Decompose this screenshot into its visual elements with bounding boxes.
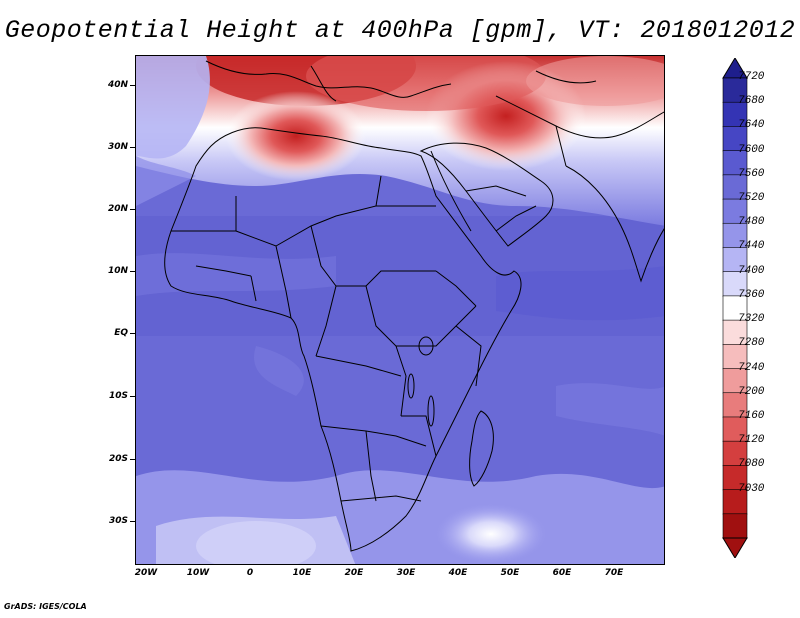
tick-40n [130, 85, 135, 86]
lon-label-10e: 10E [292, 568, 312, 578]
colorbar-swatch [722, 319, 748, 346]
colorbar-swatch [722, 513, 748, 539]
colorbar-label: 7640 [738, 119, 765, 132]
lat-label-20s: 20S [108, 454, 128, 464]
tick-20s [130, 459, 135, 460]
map-panel [135, 55, 665, 565]
tick-30n [130, 147, 135, 148]
tick-30s [130, 521, 135, 522]
colorbar-swatch [722, 174, 748, 200]
colorbar-label: 7320 [738, 313, 765, 326]
colorbar-swatch [722, 465, 748, 491]
lon-label-10w: 10W [186, 568, 210, 578]
tick-10n [130, 271, 135, 272]
colorbar-swatch [722, 271, 748, 297]
colorbar-swatch [722, 440, 748, 467]
lon-label-50e: 50E [500, 568, 520, 578]
colorbar-swatch [722, 392, 748, 418]
colorbar-label: 7680 [738, 95, 765, 108]
colorbar-label: 7720 [738, 71, 765, 83]
tick-eq [130, 333, 135, 334]
lat-label-10s: 10S [108, 391, 128, 401]
colorbar-label: 7080 [738, 458, 765, 471]
lat-label-30n: 30N [107, 142, 128, 152]
colorbar-swatch [722, 247, 748, 273]
lon-label-20e: 20E [344, 568, 364, 578]
colorbar-label: 7120 [738, 434, 765, 447]
colorbar-label: 7280 [738, 337, 765, 350]
colorbar-label: 7440 [738, 240, 765, 253]
colorbar-label: 7520 [738, 192, 765, 205]
lat-label-20n: 20N [107, 204, 128, 214]
colorbar-swatch [722, 416, 748, 442]
tick-10s [130, 396, 135, 397]
lon-label-40e: 40E [448, 568, 468, 578]
colorbar-label: 7480 [738, 216, 765, 229]
colorbar-label: 7200 [738, 385, 765, 398]
colorbar-label: 7030 [738, 482, 765, 495]
lon-label-60e: 60E [552, 568, 572, 578]
colorbar-label: 7360 [738, 288, 765, 301]
lon-label-0: 0 [246, 568, 254, 578]
credit-text: GrADS: IGES/COLA [4, 602, 87, 611]
colorbar-label: 7600 [738, 143, 765, 156]
lon-label-30e: 30E [396, 568, 416, 578]
colorbar-bottom-arrow [722, 537, 748, 558]
colorbar-label: 7400 [738, 264, 765, 277]
map-title: Geopotential Height at 400hPa [gpm], VT:… [4, 16, 796, 45]
colorbar-swatch [722, 101, 748, 128]
geopotential-field-map [136, 56, 664, 564]
colorbar-swatch [722, 489, 748, 515]
lon-label-20w: 20W [134, 568, 158, 578]
colorbar-swatch [722, 368, 748, 394]
colorbar-swatch [722, 344, 748, 370]
lon-label-70e: 70E [604, 568, 624, 578]
colorbar-swatch [722, 126, 748, 152]
colorbar-swatch [722, 77, 748, 104]
tick-20n [130, 209, 135, 210]
colorbar-label: 7560 [738, 167, 765, 180]
lat-label-eq: EQ [114, 328, 128, 338]
lat-label-40n: 40N [107, 80, 128, 90]
lat-label-30s: 30S [108, 516, 128, 526]
colorbar-swatch [722, 150, 748, 176]
coastline-lines [164, 60, 664, 552]
lat-label-10n: 10N [107, 266, 128, 276]
colorbar [722, 58, 748, 558]
colorbar-swatch [722, 295, 748, 321]
colorbar-swatch [722, 222, 748, 249]
colorbar-label: 7160 [738, 409, 765, 422]
colorbar-label: 7240 [738, 361, 765, 374]
colorbar-swatch [722, 198, 748, 225]
